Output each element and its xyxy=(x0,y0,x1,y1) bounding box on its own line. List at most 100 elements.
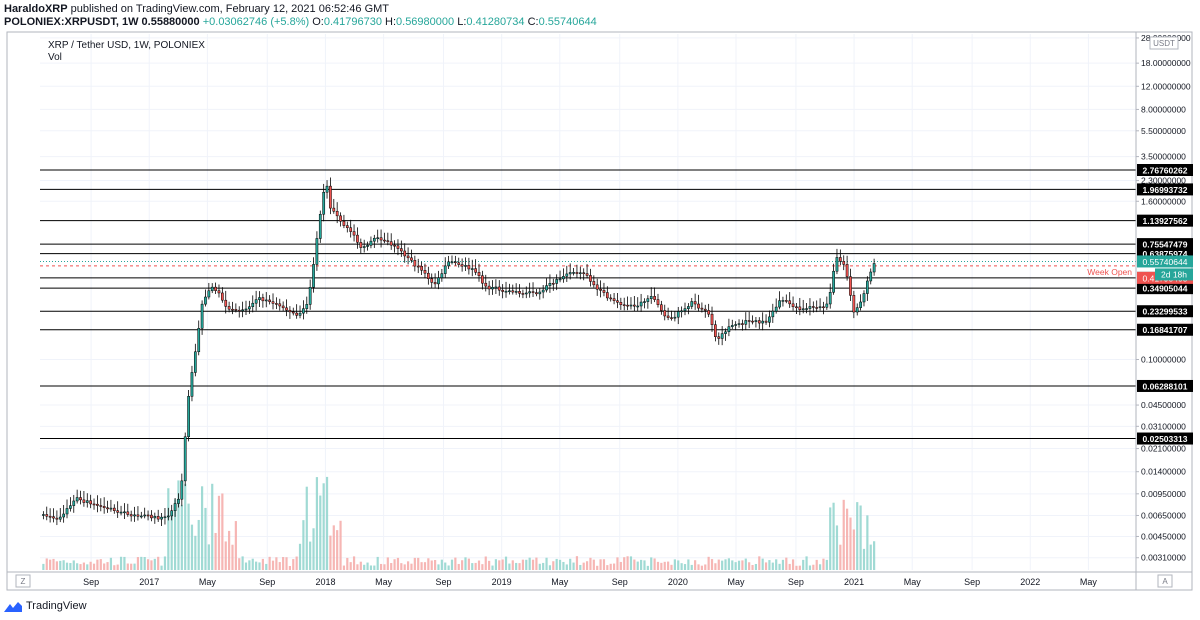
volume-bar xyxy=(569,558,572,570)
volume-bar xyxy=(278,562,281,570)
candle-body xyxy=(592,281,596,286)
volume-bar xyxy=(288,565,291,570)
candle-body xyxy=(734,324,738,326)
volume-bar xyxy=(653,558,656,570)
candle-body xyxy=(237,309,241,312)
candle-body xyxy=(805,308,808,310)
level-tag xyxy=(1137,379,1193,392)
volume-bar xyxy=(437,564,440,570)
volume-bar xyxy=(829,507,832,570)
candle-body xyxy=(663,310,667,317)
volume-bar xyxy=(791,559,795,570)
candle-body xyxy=(589,275,592,282)
tradingview-brand[interactable]: TradingView xyxy=(26,600,87,612)
candle-body xyxy=(447,261,450,267)
candle-body xyxy=(474,268,477,273)
candle-body xyxy=(379,237,383,241)
volume-bar xyxy=(555,558,558,570)
currency-box[interactable] xyxy=(1149,36,1179,50)
volume-bar xyxy=(298,543,302,570)
volume-bar xyxy=(477,560,481,570)
volume-bar xyxy=(285,557,288,570)
candle-body xyxy=(413,260,417,267)
volume-bar xyxy=(309,541,312,570)
volume-bar xyxy=(447,565,450,570)
candle-body xyxy=(808,306,812,309)
volume-bar xyxy=(376,556,379,570)
candle-body xyxy=(504,290,508,293)
volume-bar xyxy=(45,558,48,570)
volume-bar xyxy=(619,561,622,570)
volume-bar xyxy=(585,561,589,570)
volume-bar xyxy=(849,517,852,570)
volume-bar xyxy=(781,559,785,570)
volume-bar xyxy=(734,562,737,570)
price-chart[interactable]: 2.76760262 1.96993732 1.13927562 0.75547479… xyxy=(0,30,1200,592)
volume-bar xyxy=(207,544,210,570)
tradingview-logo-icon[interactable] xyxy=(4,600,22,612)
volume-bar xyxy=(363,564,366,570)
candle-body xyxy=(676,311,680,318)
zoom-reset-label: Z xyxy=(21,577,26,586)
candle-body xyxy=(541,289,545,293)
candle-body xyxy=(869,271,873,282)
volume-bar xyxy=(754,563,758,570)
publisher-name[interactable]: HaraldoXRP xyxy=(4,3,68,15)
volume-bar xyxy=(525,559,528,570)
volume-bar xyxy=(96,559,99,570)
chart-frame[interactable]: 2.76760262 1.96993732 1.13927562 0.75547479… xyxy=(0,30,1200,592)
volume-bar xyxy=(845,508,849,570)
candle-body xyxy=(261,297,265,302)
volume-bar xyxy=(167,488,170,570)
volume-bar xyxy=(869,544,872,570)
candle-body xyxy=(305,304,309,309)
candle-body xyxy=(855,307,859,313)
candle-body xyxy=(339,215,342,222)
volume-bar xyxy=(184,483,187,570)
candle-body xyxy=(62,513,65,518)
volume-bar xyxy=(315,477,319,570)
candle-body xyxy=(524,292,528,295)
candle-body xyxy=(52,516,55,519)
volume-bar xyxy=(457,563,460,570)
volume-bar xyxy=(150,560,153,570)
open-label: O: xyxy=(312,16,324,28)
candle-body xyxy=(437,277,440,285)
volume-histogram xyxy=(42,476,876,570)
candle-body xyxy=(102,506,106,508)
volume-bar xyxy=(292,559,295,570)
y-tick-label: 8.00000000 xyxy=(1141,104,1186,114)
volume-bar xyxy=(670,564,673,570)
candle-body xyxy=(629,304,633,307)
candle-body xyxy=(774,306,778,312)
auto-scale-button[interactable] xyxy=(1157,574,1173,588)
level-tag-label: 2.76760262 xyxy=(1143,166,1188,176)
volume-bar xyxy=(390,563,393,570)
candle-body xyxy=(477,272,481,276)
candle-body xyxy=(862,293,866,303)
zoom-reset-button[interactable] xyxy=(15,574,31,588)
candle-body xyxy=(811,306,815,308)
candle-body xyxy=(450,261,454,264)
candle-body xyxy=(660,304,663,311)
candle-body xyxy=(372,237,376,242)
volume-bar xyxy=(42,563,45,570)
candle-body xyxy=(312,264,315,288)
volume-bar xyxy=(143,556,146,570)
symbol-label: POLONIEX:XRPUSDT, 1W xyxy=(4,16,139,28)
candle-body xyxy=(166,515,170,518)
candle-body xyxy=(795,306,798,309)
candle-body xyxy=(268,299,271,302)
volume-bar xyxy=(721,560,724,570)
published-text: published on TradingView.com, February 1… xyxy=(70,3,390,15)
price-axis: 28.0000000018.0000000012.000000008.00000… xyxy=(1135,32,1191,590)
volume-bar xyxy=(862,548,866,570)
volume-bar xyxy=(656,561,660,570)
volume-bar xyxy=(589,557,592,570)
level-tag-label: 0.16841707 xyxy=(1143,325,1188,335)
candle-body xyxy=(568,272,572,275)
volume-bar xyxy=(329,535,332,570)
volume-bar xyxy=(366,562,369,570)
volume-bar xyxy=(805,556,808,570)
candle-body xyxy=(680,310,683,313)
